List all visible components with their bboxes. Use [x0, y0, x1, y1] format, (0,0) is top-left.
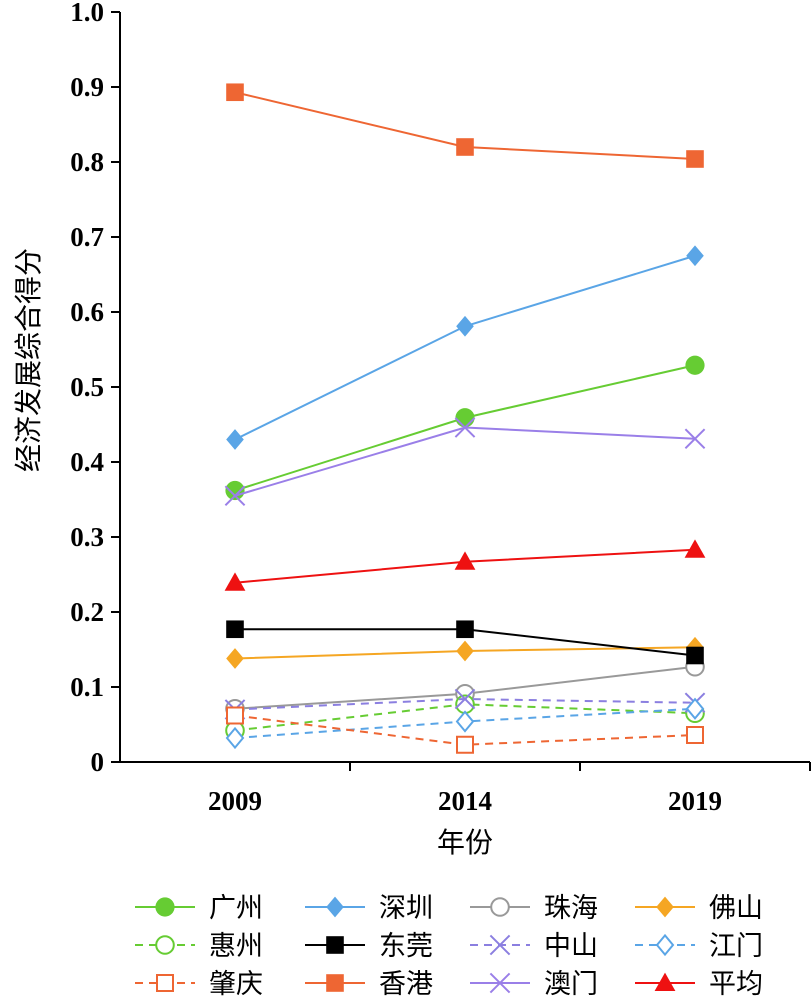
legend-item: 澳门 — [470, 969, 598, 999]
legend-label: 佛山 — [709, 893, 763, 923]
data-point-marker — [225, 480, 245, 501]
series-佛山 — [226, 636, 704, 669]
data-point-marker — [456, 620, 474, 639]
legend-item: 肇庆 — [135, 969, 263, 999]
x-axis-title: 年份 — [437, 827, 493, 859]
data-point-marker — [225, 726, 245, 750]
data-point-marker — [456, 138, 474, 156]
y-tick-label: 0.8 — [70, 147, 104, 177]
data-point-marker — [224, 485, 246, 507]
legend-label: 江门 — [709, 931, 763, 961]
data-point-marker — [155, 935, 175, 955]
series-line — [234, 426, 696, 497]
legend-item: 珠海 — [470, 893, 598, 923]
legend-label: 平均 — [709, 969, 763, 999]
y-tick-label: 1.0 — [70, 0, 104, 27]
legend-item: 东莞 — [305, 931, 433, 961]
series-澳门 — [224, 417, 706, 507]
legend-label: 东莞 — [379, 931, 433, 961]
legend-label: 深圳 — [379, 893, 433, 923]
y-axis-title: 经济发展综合得分 — [13, 248, 45, 472]
x-tick-label: 2014 — [438, 786, 492, 816]
data-point-marker — [684, 428, 706, 450]
data-point-marker — [456, 315, 474, 337]
series-东莞 — [226, 620, 704, 665]
x-tick-label: 2019 — [668, 786, 722, 816]
legend-label: 中山 — [544, 931, 598, 961]
data-point-marker — [155, 897, 175, 917]
data-point-marker — [656, 896, 674, 918]
data-point-marker — [226, 706, 244, 725]
y-tick-label: 0.7 — [70, 222, 104, 252]
data-point-marker — [685, 355, 705, 375]
legend-item: 香港 — [305, 969, 433, 999]
data-point-marker — [686, 150, 704, 168]
data-point-marker — [156, 974, 174, 992]
y-tick-label: 0.6 — [70, 297, 104, 327]
data-point-marker — [686, 245, 704, 267]
data-point-marker — [454, 688, 476, 710]
data-point-marker — [455, 408, 475, 428]
series-肇庆 — [226, 706, 704, 754]
data-point-marker — [454, 551, 476, 570]
data-point-marker — [454, 417, 476, 438]
series-group — [224, 83, 706, 754]
data-point-marker — [684, 539, 706, 558]
data-point-marker — [456, 640, 474, 662]
data-point-marker — [226, 648, 244, 669]
legend-label: 广州 — [209, 893, 263, 923]
data-point-marker — [226, 83, 244, 102]
data-point-marker — [455, 710, 475, 733]
legend-item: 惠州 — [135, 931, 263, 961]
series-江门 — [225, 697, 705, 750]
y-tick-label: 0.5 — [70, 372, 104, 402]
data-point-marker — [226, 429, 244, 450]
legend-item: 江门 — [635, 931, 763, 961]
data-point-marker — [686, 646, 704, 665]
y-tick-label: 0 — [91, 747, 105, 777]
series-香港 — [226, 83, 704, 168]
legend-item: 佛山 — [635, 893, 763, 923]
data-point-marker — [326, 936, 344, 954]
legend-label: 澳门 — [544, 969, 598, 999]
data-point-marker — [489, 972, 511, 994]
series-深圳 — [226, 245, 704, 450]
y-tick-label: 0.2 — [70, 597, 104, 627]
data-point-marker — [489, 934, 511, 956]
legend-label: 肇庆 — [209, 969, 263, 999]
data-point-marker — [685, 697, 705, 720]
data-point-marker — [655, 933, 675, 957]
y-tick-label: 0.3 — [70, 522, 104, 552]
x-tick-label: 2009 — [208, 786, 262, 816]
legend-label: 珠海 — [544, 893, 598, 923]
data-point-marker — [326, 896, 344, 918]
data-point-marker — [326, 974, 344, 992]
data-point-marker — [490, 897, 510, 917]
y-tick-label: 0.1 — [70, 672, 104, 702]
legend-item: 中山 — [470, 931, 598, 961]
y-tick-label: 0.4 — [70, 447, 104, 477]
ticks: 0 0.1 0.2 0.3 0.4 0.5 0.6 0.7 0.8 0.9 1.0 2009 2014 2… — [70, 0, 811, 816]
data-point-marker — [224, 572, 246, 591]
y-tick-label: 0.9 — [70, 72, 104, 102]
legend-item: 广州 — [135, 893, 263, 923]
legend-label: 惠州 — [209, 931, 263, 961]
data-point-marker — [226, 620, 244, 639]
series-平均 — [224, 539, 706, 591]
legend-item: 深圳 — [305, 893, 433, 923]
data-point-marker — [654, 972, 676, 991]
legend-label: 香港 — [379, 969, 433, 999]
legend-item: 平均 — [635, 969, 763, 999]
data-point-marker — [456, 735, 474, 754]
data-point-marker — [686, 726, 704, 744]
